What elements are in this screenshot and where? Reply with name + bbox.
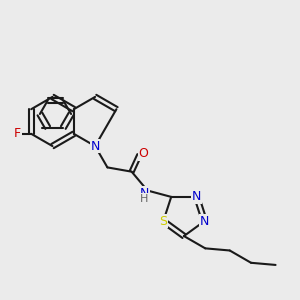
Text: F: F (14, 127, 21, 140)
Text: N: N (192, 190, 201, 203)
Text: H: H (140, 194, 148, 204)
Text: S: S (159, 214, 167, 228)
Text: O: O (138, 147, 148, 160)
Text: N: N (140, 187, 149, 200)
Text: N: N (200, 214, 209, 228)
Text: N: N (90, 140, 100, 153)
